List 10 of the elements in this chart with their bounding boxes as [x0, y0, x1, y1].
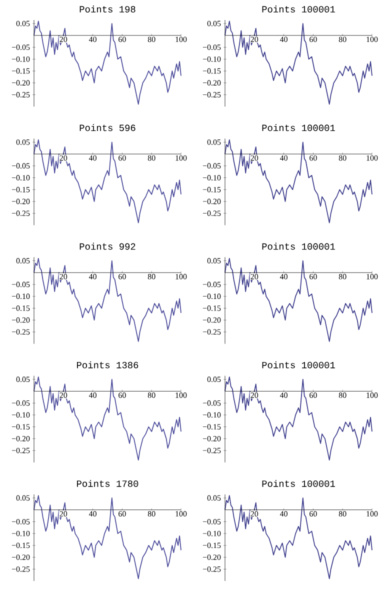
chart-title: Points 100001 — [262, 124, 335, 132]
chart-title: Points 100001 — [262, 480, 335, 487]
chart-title: Points 992 — [80, 242, 136, 250]
chart-title: Points 100001 — [262, 242, 335, 250]
chart-title: Points 1386 — [77, 361, 138, 368]
chart-title: Points 596 — [80, 124, 136, 132]
chart-title: Points 100001 — [262, 361, 335, 368]
chart-title: Points 198 — [80, 6, 136, 13]
chart-title: Points 1780 — [77, 480, 138, 487]
chart-title: Points 100001 — [262, 6, 335, 13]
